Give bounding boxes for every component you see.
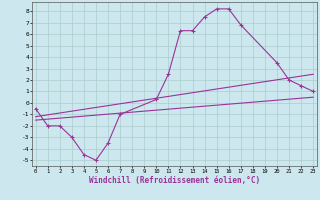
X-axis label: Windchill (Refroidissement éolien,°C): Windchill (Refroidissement éolien,°C) [89,176,260,185]
